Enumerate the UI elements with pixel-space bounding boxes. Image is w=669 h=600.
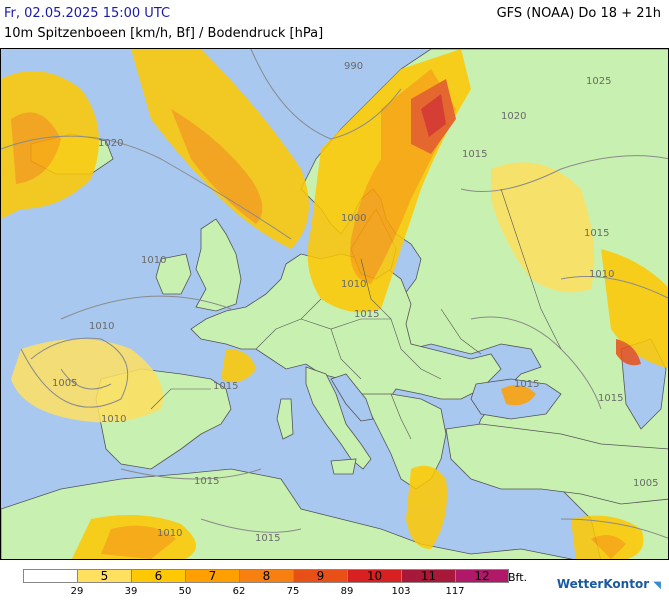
legend-value: 103 bbox=[391, 586, 411, 597]
isobar-label: 1015 bbox=[598, 393, 623, 404]
gust-legend: 5 6 7 8 9 10 11 12 bbox=[23, 569, 509, 585]
legend-swatch: 6 bbox=[131, 569, 185, 583]
legend-value: 75 bbox=[286, 586, 300, 597]
isobar-label: 1015 bbox=[255, 533, 280, 544]
legend-value: 117 bbox=[445, 586, 465, 597]
isobar-label: 1015 bbox=[584, 228, 609, 239]
isobar-label: 990 bbox=[344, 61, 363, 72]
legend-value: 29 bbox=[70, 586, 84, 597]
legend-value: 39 bbox=[124, 586, 138, 597]
wetterkontor-logo: WetterKontor ◥ bbox=[557, 577, 661, 591]
legend-unit: Bft. bbox=[508, 571, 528, 584]
parameter-title: 10m Spitzenboeen [km/h, Bf] / Bodendruck… bbox=[4, 26, 324, 41]
isobar-label: 1015 bbox=[213, 381, 238, 392]
legend-swatch: 9 bbox=[293, 569, 347, 583]
forecast-map: 990 1025 1020 1015 1020 1010 1010 1010 1… bbox=[0, 48, 669, 560]
isobar-label: 1015 bbox=[462, 149, 487, 160]
isobar-label: 1020 bbox=[98, 138, 123, 149]
map-canvas: 990 1025 1020 1015 1020 1010 1010 1010 1… bbox=[1, 49, 668, 559]
model-run-label: GFS (NOAA) Do 18 + 21h bbox=[496, 6, 661, 21]
isobar-label: 1005 bbox=[52, 378, 77, 389]
isobar-label: 1000 bbox=[341, 213, 366, 224]
legend-swatch: 12 bbox=[455, 569, 509, 583]
logo-text: WetterKontor bbox=[556, 577, 650, 591]
legend-swatch: 5 bbox=[77, 569, 131, 583]
forecast-date: Fr, 02.05.2025 15:00 UTC bbox=[4, 6, 171, 21]
legend-value: 62 bbox=[232, 586, 246, 597]
isobar-label: 1010 bbox=[589, 269, 614, 280]
isobar-label: 1025 bbox=[586, 76, 611, 87]
isobar-label: 1015 bbox=[194, 476, 219, 487]
legend-swatch bbox=[23, 569, 77, 583]
legend-swatch: 7 bbox=[185, 569, 239, 583]
isobar-label: 1010 bbox=[341, 279, 366, 290]
isobar-label: 1020 bbox=[501, 111, 526, 122]
isobars bbox=[1, 49, 668, 539]
isobar-label: 1010 bbox=[89, 321, 114, 332]
legend-value: 50 bbox=[178, 586, 192, 597]
legend-swatch: 10 bbox=[347, 569, 401, 583]
isobar-label: 1015 bbox=[514, 379, 539, 390]
country-borders bbox=[150, 188, 562, 440]
isobar-label: 1010 bbox=[141, 255, 166, 266]
isobar-label: 1005 bbox=[633, 478, 658, 489]
isobar-labels: 990 1025 1020 1015 1020 1010 1010 1010 1… bbox=[52, 61, 658, 544]
isobar-label: 1010 bbox=[101, 414, 126, 425]
isobar-label: 1015 bbox=[354, 309, 379, 320]
legend-value: 89 bbox=[340, 586, 354, 597]
logo-signal-icon: ◥ bbox=[653, 580, 661, 591]
gust-shading bbox=[1, 49, 668, 559]
legend-swatch: 11 bbox=[401, 569, 455, 583]
legend-swatch: 8 bbox=[239, 569, 293, 583]
isobar-label: 1010 bbox=[157, 528, 182, 539]
